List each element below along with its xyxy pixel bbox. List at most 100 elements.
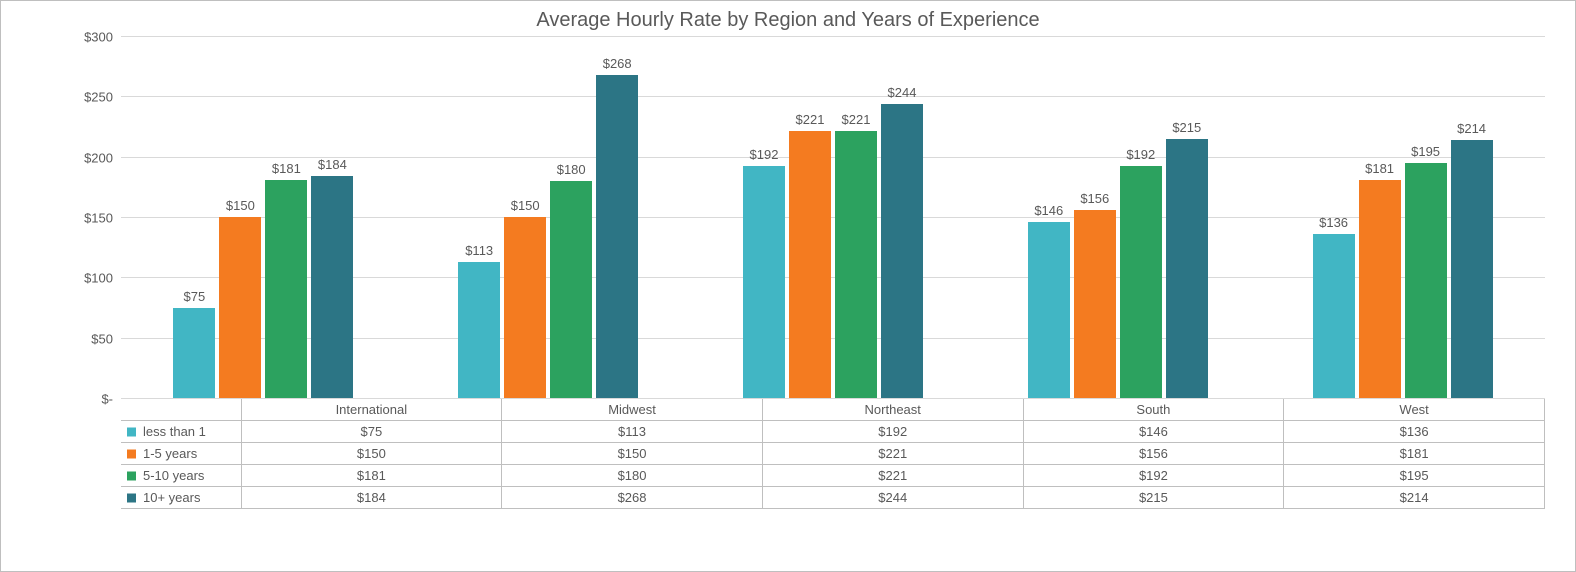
- bar: $215: [1166, 139, 1208, 398]
- bar-value-label: $150: [511, 198, 540, 217]
- bar-value-label: $181: [1365, 161, 1394, 180]
- table-cell: $184: [241, 487, 502, 509]
- bar: $184: [311, 176, 353, 398]
- bar-value-label: $136: [1319, 215, 1348, 234]
- bar-value-label: $113: [465, 243, 493, 262]
- legend-cell: less than 1: [121, 421, 241, 443]
- bar-value-label: $192: [750, 147, 779, 166]
- table-header-row: InternationalMidwestNortheastSouthWest: [121, 399, 1545, 421]
- legend-swatch: [127, 427, 136, 436]
- table-cell: $113: [502, 421, 763, 443]
- bar-group: $192$221$221$244: [691, 36, 976, 398]
- y-axis-label: $200: [84, 150, 121, 165]
- bar: $192: [743, 166, 785, 398]
- table-cell: $75: [241, 421, 502, 443]
- legend-label: 5-10 years: [143, 468, 204, 483]
- y-axis-label: $-: [101, 392, 121, 407]
- bar-value-label: $184: [318, 157, 347, 176]
- table-cell: $181: [1284, 443, 1545, 465]
- table-cell: $136: [1284, 421, 1545, 443]
- bar-value-label: $150: [226, 198, 255, 217]
- bar: $268: [596, 75, 638, 398]
- table-category-header: Northeast: [762, 399, 1023, 421]
- chart-title: Average Hourly Rate by Region and Years …: [1, 1, 1575, 36]
- bar: $146: [1028, 222, 1070, 398]
- legend-cell: 10+ years: [121, 487, 241, 509]
- bar-value-label: $146: [1034, 203, 1063, 222]
- table-cell: $215: [1023, 487, 1284, 509]
- table-row: 5-10 years $181$180$221$192$195: [121, 465, 1545, 487]
- bar: $192: [1120, 166, 1162, 398]
- table-category-header: Midwest: [502, 399, 763, 421]
- table-row: less than 1 $75$113$192$146$136: [121, 421, 1545, 443]
- legend-label: less than 1: [143, 424, 206, 439]
- bar-value-label: $181: [272, 161, 301, 180]
- plot-area: $-$50$100$150$200$250$300 $75$150$181$18…: [121, 36, 1545, 398]
- legend-cell: 5-10 years: [121, 465, 241, 487]
- bar: $150: [219, 217, 261, 398]
- bar: $244: [881, 104, 923, 398]
- table-cell: $195: [1284, 465, 1545, 487]
- bar-group: $113$150$180$268: [406, 36, 691, 398]
- y-axis-label: $300: [84, 30, 121, 45]
- table-category-header: International: [241, 399, 502, 421]
- chart-container: Average Hourly Rate by Region and Years …: [0, 0, 1576, 572]
- table-category-header: West: [1284, 399, 1545, 421]
- gridline: $-: [121, 398, 1545, 399]
- bar: $195: [1405, 163, 1447, 398]
- bar: $150: [504, 217, 546, 398]
- table-cell: $156: [1023, 443, 1284, 465]
- bar-value-label: $215: [1172, 120, 1201, 139]
- bar-value-label: $75: [184, 289, 206, 308]
- table-cell: $192: [762, 421, 1023, 443]
- y-axis-label: $50: [91, 331, 121, 346]
- bar-value-label: $192: [1126, 147, 1155, 166]
- table-cell: $221: [762, 443, 1023, 465]
- table-cell: $221: [762, 465, 1023, 487]
- bar: $214: [1451, 140, 1493, 398]
- table-cell: $192: [1023, 465, 1284, 487]
- table-cell: $180: [502, 465, 763, 487]
- bar-value-label: $268: [603, 56, 632, 75]
- bar-value-label: $195: [1411, 144, 1440, 163]
- y-axis-label: $250: [84, 90, 121, 105]
- legend-swatch: [127, 493, 136, 502]
- legend-swatch: [127, 449, 136, 458]
- legend-label: 10+ years: [143, 490, 200, 505]
- y-axis-label: $100: [84, 271, 121, 286]
- table-cell: $146: [1023, 421, 1284, 443]
- table-row: 1-5 years$150$150$221$156$181: [121, 443, 1545, 465]
- bar: $136: [1313, 234, 1355, 398]
- table-row: 10+ years $184$268$244$215$214: [121, 487, 1545, 509]
- table-cell: $150: [241, 443, 502, 465]
- table-cell: $150: [502, 443, 763, 465]
- bar-group: $136$181$195$214: [1260, 36, 1545, 398]
- bar: $180: [550, 181, 592, 398]
- bar: $221: [835, 131, 877, 398]
- bar: $156: [1074, 210, 1116, 398]
- table-cell: $214: [1284, 487, 1545, 509]
- bar: $181: [265, 180, 307, 398]
- bar-value-label: $221: [796, 112, 825, 131]
- bar-group: $75$150$181$184: [121, 36, 406, 398]
- bar: $113: [458, 262, 500, 398]
- legend-cell: 1-5 years: [121, 443, 241, 465]
- table-corner-cell: [121, 399, 241, 421]
- table-category-header: South: [1023, 399, 1284, 421]
- bar-value-label: $244: [888, 85, 917, 104]
- bar: $75: [173, 308, 215, 399]
- table-cell: $244: [762, 487, 1023, 509]
- legend-swatch: [127, 471, 136, 480]
- bar: $181: [1359, 180, 1401, 398]
- bar-value-label: $214: [1457, 121, 1486, 140]
- data-table: InternationalMidwestNortheastSouthWestle…: [121, 398, 1545, 509]
- legend-label: 1-5 years: [143, 446, 197, 461]
- bar-value-label: $180: [557, 162, 586, 181]
- table-cell: $181: [241, 465, 502, 487]
- y-axis-label: $150: [84, 211, 121, 226]
- bar: $221: [789, 131, 831, 398]
- bar-value-label: $221: [842, 112, 871, 131]
- bar-group: $146$156$192$215: [975, 36, 1260, 398]
- table-cell: $268: [502, 487, 763, 509]
- bar-value-label: $156: [1080, 191, 1109, 210]
